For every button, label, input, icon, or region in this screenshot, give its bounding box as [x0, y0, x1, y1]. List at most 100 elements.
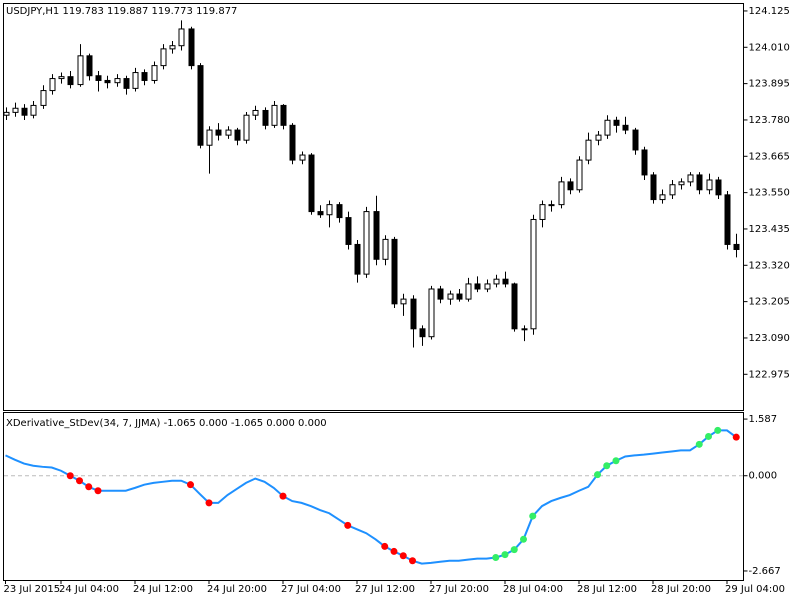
candle-body: [280, 104, 287, 126]
candle-body: [215, 129, 222, 136]
candle-body: [493, 278, 500, 285]
candle-body: [613, 119, 620, 126]
signal-dot: [603, 462, 611, 470]
candle-body: [114, 78, 121, 84]
candle-body: [641, 149, 648, 176]
candle-body: [669, 184, 676, 196]
indicator-panel: [3, 412, 744, 581]
candle-body: [336, 204, 343, 219]
candle-body: [548, 204, 555, 207]
candle-body: [410, 298, 417, 330]
candle-body: [160, 48, 167, 67]
candle-body: [326, 204, 333, 216]
y-tick-label: 123.090: [749, 333, 790, 344]
signal-dot: [381, 542, 389, 550]
candle-body: [243, 114, 250, 141]
candle-body: [687, 174, 694, 183]
candle-body: [178, 28, 185, 47]
indicator-header: XDerivative_StDev(34, 7, JJMA) -1.065 0.…: [6, 418, 327, 429]
x-tick-label: 29 Jul 04:00: [725, 584, 785, 595]
candle-body: [502, 278, 509, 285]
x-tick-label: 27 Jul 04:00: [281, 584, 341, 595]
candle-body: [3, 111, 10, 116]
y-tick-label: 123.320: [749, 260, 790, 271]
x-tick-label: 23 Jul 2015: [4, 584, 61, 595]
candle-body: [317, 211, 324, 216]
signal-dot: [714, 426, 722, 434]
y-tick-label: 123.780: [749, 115, 790, 126]
candle-body: [511, 283, 518, 330]
y-tick-label: 124.010: [749, 42, 790, 53]
candle-body: [77, 55, 84, 86]
candle-body: [456, 293, 463, 300]
signal-dot: [501, 551, 509, 559]
candle-body: [484, 283, 491, 290]
signal-dot: [695, 440, 703, 448]
candle-body: [558, 181, 565, 206]
x-tick-label: 27 Jul 20:00: [429, 584, 489, 595]
candle-body: [354, 243, 361, 275]
signal-dot: [594, 471, 601, 479]
candle-body: [733, 243, 740, 250]
candle-body: [447, 293, 454, 300]
candle-body: [188, 28, 195, 67]
x-tick-label: 28 Jul 12:00: [577, 584, 637, 595]
candle-body: [234, 129, 241, 141]
signal-dot: [409, 557, 416, 565]
signal-dot: [390, 547, 398, 555]
x-tick-label: 28 Jul 20:00: [651, 584, 711, 595]
signal-dot: [510, 546, 518, 554]
candle-body: [271, 104, 278, 126]
candle-body: [382, 238, 389, 260]
candle-body: [567, 181, 574, 191]
y-tick-label: 123.665: [749, 151, 790, 162]
signal-dot: [612, 457, 620, 465]
signal-dot: [205, 499, 213, 507]
candle-body: [123, 78, 130, 89]
candle-body: [400, 298, 407, 305]
y-tick-label: 0.000: [749, 471, 778, 482]
y-tick-label: -2.667: [749, 566, 781, 577]
candle-body: [622, 124, 629, 131]
y-tick-label: 122.975: [749, 369, 790, 380]
candle-body: [659, 194, 666, 201]
x-tick-label: 24 Jul 20:00: [207, 584, 267, 595]
signal-dot: [66, 472, 74, 480]
candle-body: [151, 65, 158, 81]
candle-body: [67, 76, 74, 86]
candle-body: [86, 55, 93, 77]
candle-body: [604, 119, 611, 136]
candle-body: [132, 72, 139, 89]
candle-body: [363, 211, 370, 275]
candle-body: [49, 78, 56, 92]
candle-body: [678, 181, 685, 186]
candle-body: [585, 139, 592, 161]
x-tick-label: 24 Jul 12:00: [133, 584, 193, 595]
signal-dot: [85, 483, 93, 491]
candle-body: [428, 288, 435, 338]
signal-dot: [344, 521, 352, 529]
y-tick-label: 123.550: [749, 188, 790, 199]
candle-body: [308, 154, 315, 213]
candle-body: [104, 79, 111, 84]
x-tick-label: 24 Jul 04:00: [59, 584, 119, 595]
candle-body: [465, 283, 472, 300]
signal-dot: [492, 554, 500, 562]
candle-body: [724, 194, 731, 245]
candle-body: [95, 75, 102, 81]
candle-body: [289, 124, 296, 161]
y-tick-label: 123.435: [749, 224, 790, 235]
candle-body: [474, 283, 481, 290]
candle-body: [169, 45, 176, 50]
signal-dot: [529, 512, 537, 520]
candle-body: [521, 328, 528, 331]
candle-body: [30, 104, 37, 116]
candle-body: [141, 72, 148, 81]
candle-body: [437, 288, 444, 300]
signal-dot: [705, 432, 712, 440]
candle-body: [539, 204, 546, 220]
y-tick-label: 1.587: [749, 414, 778, 425]
